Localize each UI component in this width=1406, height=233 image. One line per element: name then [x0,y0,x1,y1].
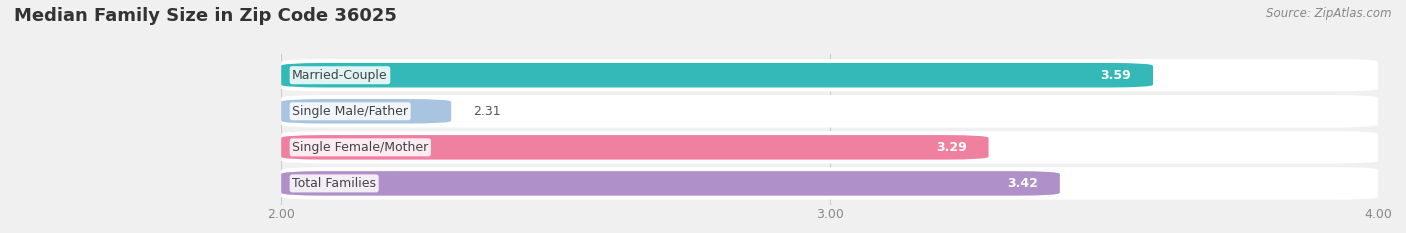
Text: Married-Couple: Married-Couple [292,69,388,82]
FancyBboxPatch shape [281,167,1378,200]
FancyBboxPatch shape [281,171,1060,196]
Text: Median Family Size in Zip Code 36025: Median Family Size in Zip Code 36025 [14,7,396,25]
Text: Single Male/Father: Single Male/Father [292,105,408,118]
Text: Total Families: Total Families [292,177,377,190]
Text: 3.29: 3.29 [936,141,967,154]
Text: 3.42: 3.42 [1007,177,1038,190]
Text: Source: ZipAtlas.com: Source: ZipAtlas.com [1267,7,1392,20]
FancyBboxPatch shape [281,59,1378,92]
FancyBboxPatch shape [281,63,1153,87]
Text: 3.59: 3.59 [1101,69,1130,82]
FancyBboxPatch shape [281,131,1378,164]
Text: 2.31: 2.31 [474,105,501,118]
FancyBboxPatch shape [281,99,451,123]
Text: Single Female/Mother: Single Female/Mother [292,141,429,154]
FancyBboxPatch shape [281,135,988,160]
FancyBboxPatch shape [281,95,1378,127]
